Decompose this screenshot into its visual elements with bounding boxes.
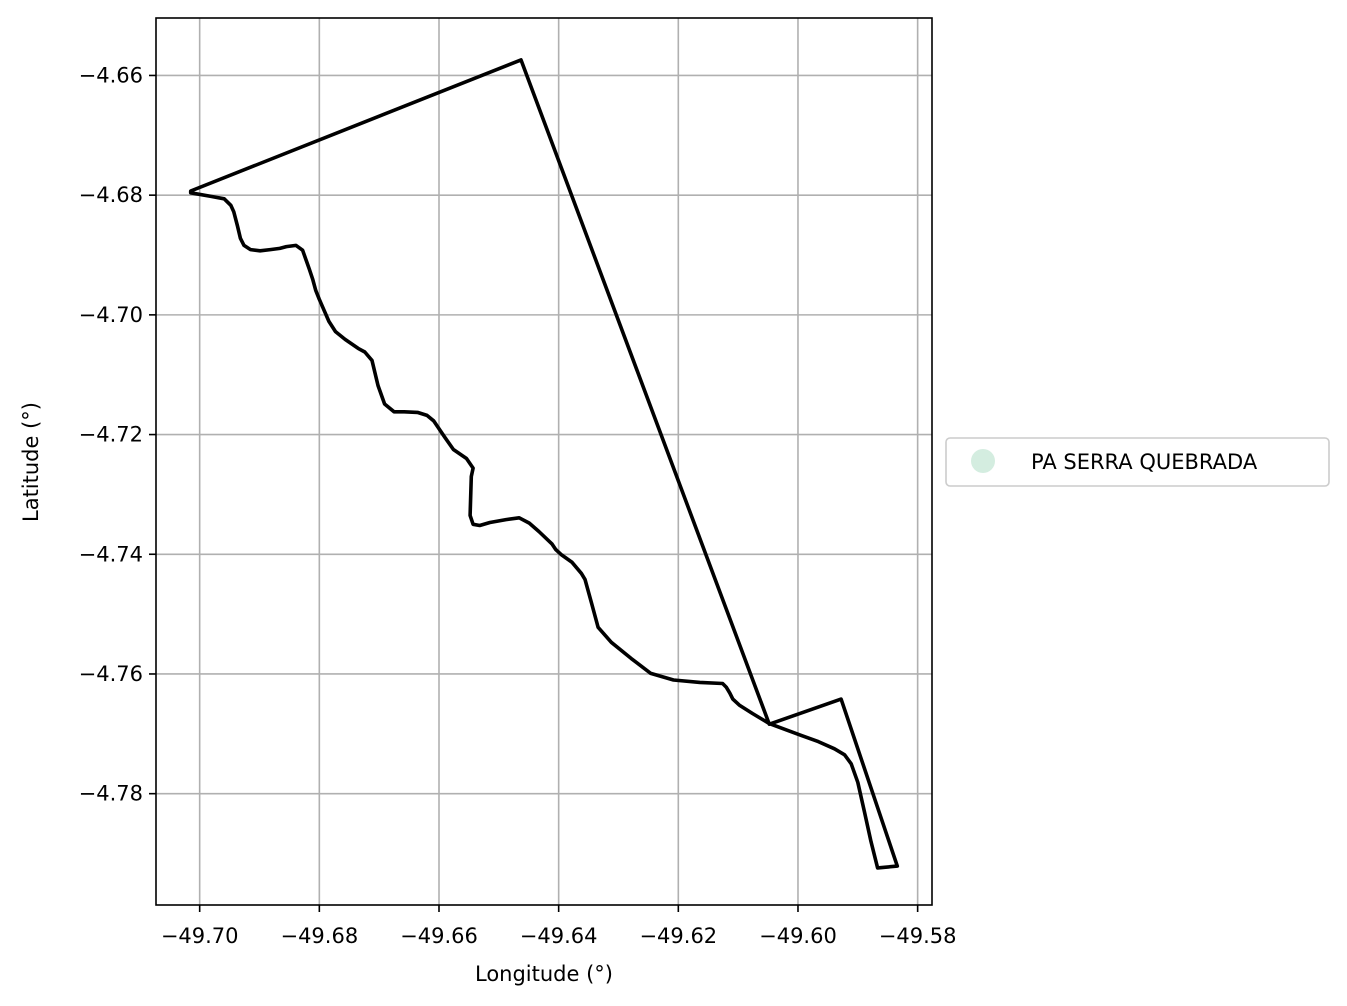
plot-frame: [155, 17, 933, 906]
x-tick-label: −49.62: [639, 924, 717, 948]
axis-ticks: −49.70 −49.68 −49.66 −49.64 −49.62 −49.60 −49.…: [79, 63, 957, 948]
y-tick-label: −4.70: [79, 303, 143, 327]
x-tick-label: −49.70: [161, 924, 239, 948]
y-tick-label: −4.68: [79, 183, 143, 207]
y-tick-label: −4.74: [79, 542, 143, 566]
plot-background: [156, 18, 932, 905]
x-tick-label: −49.66: [400, 924, 478, 948]
legend-box: [945, 437, 1330, 487]
legend-label: PA SERRA QUEBRADA: [1031, 450, 1258, 474]
grid-lines: [156, 18, 932, 905]
y-tick-label: −4.66: [79, 63, 143, 87]
x-tick-label: −49.60: [759, 924, 837, 948]
x-tick-label: −49.58: [879, 924, 957, 948]
x-axis-label: Longitude (°): [475, 962, 613, 986]
legend: PA SERRA QUEBRADA: [945, 437, 1330, 487]
boundary-layer: [188, 58, 900, 870]
x-tick-label: −49.68: [280, 924, 358, 948]
y-axis-label: Latitude (°): [19, 402, 43, 522]
legend-marker-circle-icon: [971, 449, 995, 473]
y-tick-label: −4.78: [79, 782, 143, 806]
y-tick-label: −4.72: [79, 423, 143, 447]
y-tick-label: −4.76: [79, 662, 143, 686]
boundary-polygon: [188, 58, 900, 870]
x-tick-label: −49.64: [520, 924, 598, 948]
